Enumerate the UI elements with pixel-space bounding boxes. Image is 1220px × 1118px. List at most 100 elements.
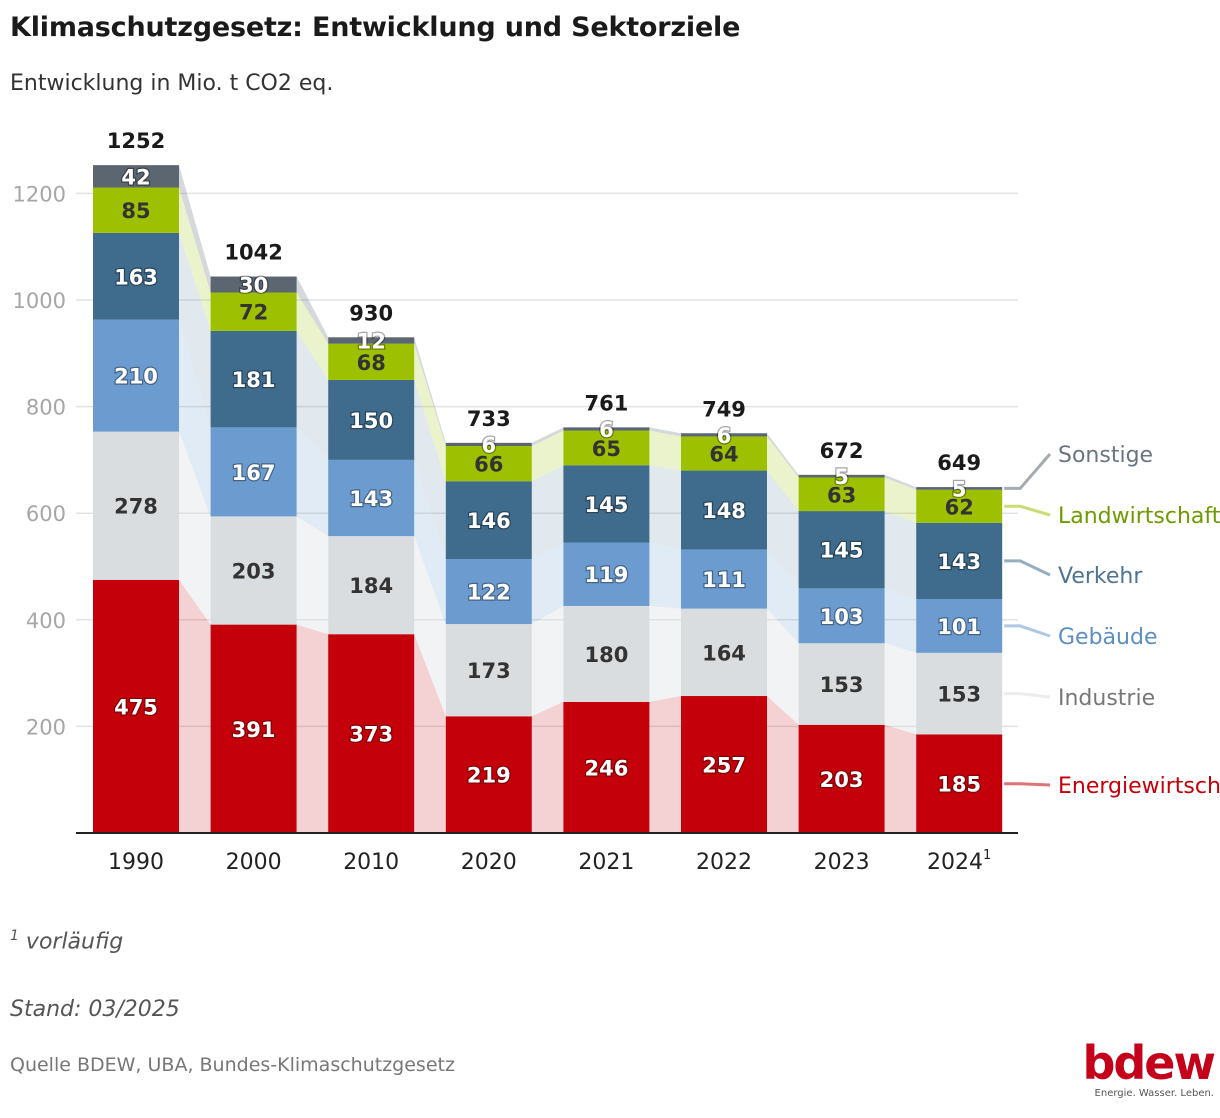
segment-value-label: 143	[937, 550, 981, 574]
segment-value-label: 163	[114, 265, 158, 289]
logo-word: bdew	[1082, 1036, 1216, 1090]
segment-value-label: 66	[474, 453, 503, 477]
connector-band	[414, 536, 446, 717]
bar-segment	[210, 292, 297, 331]
connector-band	[884, 477, 917, 523]
connector-band	[296, 330, 329, 460]
connector-band	[767, 433, 799, 478]
segment-value-label: 101	[937, 615, 981, 639]
legend-label: Landwirtschaft	[1058, 504, 1220, 529]
segment-value-label: 122	[467, 581, 511, 605]
bar-segment	[93, 579, 179, 833]
segment-value-label: 85	[121, 199, 150, 223]
connector-band	[296, 292, 329, 380]
segment-value-label: 5	[834, 465, 849, 489]
legend-label: Energiewirtschaft	[1058, 774, 1220, 799]
legend-label: Gebäude	[1058, 625, 1157, 650]
bar-segment	[445, 446, 532, 482]
total-value-label: 761	[584, 391, 628, 415]
segment-value-label: 210	[114, 365, 158, 389]
x-tick-label: 2021	[578, 850, 634, 875]
segment-value-label: 146	[467, 509, 511, 533]
bar-segment	[93, 431, 179, 580]
bar-segment	[445, 624, 532, 717]
bar-segment	[328, 343, 415, 380]
connector-band	[531, 465, 564, 560]
total-value-label: 672	[820, 439, 864, 463]
connector-band	[649, 542, 681, 609]
bar-segment	[798, 588, 885, 644]
total-value-label: 1042	[224, 241, 282, 265]
bars	[93, 165, 1003, 833]
legend: Energiewirtschaft Industrie Gebäude Verkehr…	[1004, 443, 1220, 799]
bar-segment	[210, 624, 297, 833]
x-tick-label: 2020	[461, 850, 517, 875]
x-tick-label: 20241	[927, 848, 991, 875]
connector-band	[296, 427, 329, 537]
segment-value-label: 63	[827, 483, 856, 507]
bar-segment	[445, 559, 532, 625]
segment-value-label: 150	[349, 409, 393, 433]
x-tick-labels: 1990 2000 2010 2020 2021 2022 2023 20241	[108, 848, 991, 875]
total-value-label: 1252	[107, 129, 165, 153]
bdew-logo: bdew Energie. Wasser. Leben.	[1082, 1036, 1216, 1099]
bar-segment	[563, 430, 650, 466]
y-tick-label: 600	[26, 502, 66, 526]
connector-band	[179, 232, 211, 428]
connector-band	[179, 165, 211, 293]
bar-segment	[563, 542, 650, 606]
bar-segment	[798, 477, 885, 512]
bar-segment	[93, 165, 179, 188]
x-tick-label: 2022	[696, 850, 752, 875]
segment-value-label: 5	[952, 477, 967, 501]
connector-band	[649, 696, 681, 833]
connector-band	[296, 516, 329, 635]
segment-value-label: 219	[467, 764, 511, 788]
bar-segment	[328, 536, 415, 635]
bar-segment	[681, 608, 767, 697]
bar-segment	[916, 487, 1003, 490]
segment-value-label: 103	[820, 605, 864, 629]
bar-segment	[328, 634, 415, 833]
segment-value-label: 42	[121, 165, 150, 189]
segment-value-label: 180	[584, 643, 628, 667]
segment-value-label: 6	[481, 433, 496, 457]
connector-band	[414, 459, 446, 625]
bar-segment	[563, 427, 650, 431]
y-tick-label: 1200	[13, 182, 66, 206]
bar-segment	[563, 701, 650, 833]
segment-value-label: 278	[114, 495, 158, 519]
connector-band	[649, 605, 681, 702]
connector-band	[179, 579, 211, 833]
segment-value-label: 65	[592, 437, 621, 461]
bar-segment	[93, 319, 179, 432]
connector-band	[414, 337, 446, 447]
segment-value-label: 6	[717, 424, 732, 448]
connector-band	[414, 634, 446, 833]
y-tick-label: 200	[26, 715, 66, 739]
connector-band	[296, 276, 329, 344]
segment-value-label: 119	[584, 563, 628, 587]
segment-value-label: 72	[239, 301, 268, 325]
bar-segment	[798, 643, 885, 725]
bar-segment	[681, 433, 767, 437]
legend-label: Verkehr	[1058, 564, 1143, 589]
connector-band	[767, 608, 799, 725]
segment-value-label: 246	[584, 756, 628, 780]
legend-connector	[1004, 453, 1052, 490]
y-tick-label: 1000	[13, 289, 66, 313]
connector-band	[531, 542, 564, 625]
connector-band	[884, 511, 917, 600]
chart-subtitle: Entwicklung in Mio. t CO2 eq.	[10, 71, 334, 96]
total-value-label: 749	[702, 397, 746, 421]
bar-segment	[328, 459, 415, 537]
segment-value-label: 173	[467, 659, 511, 683]
segment-value-label: 148	[702, 499, 746, 523]
connector-band	[531, 605, 564, 717]
connector-band	[649, 465, 681, 550]
connector-band	[414, 379, 446, 560]
total-value-label: 930	[349, 301, 393, 325]
connector-band	[884, 474, 917, 490]
legend-connector	[1004, 692, 1051, 699]
legend-connector	[1004, 559, 1051, 577]
